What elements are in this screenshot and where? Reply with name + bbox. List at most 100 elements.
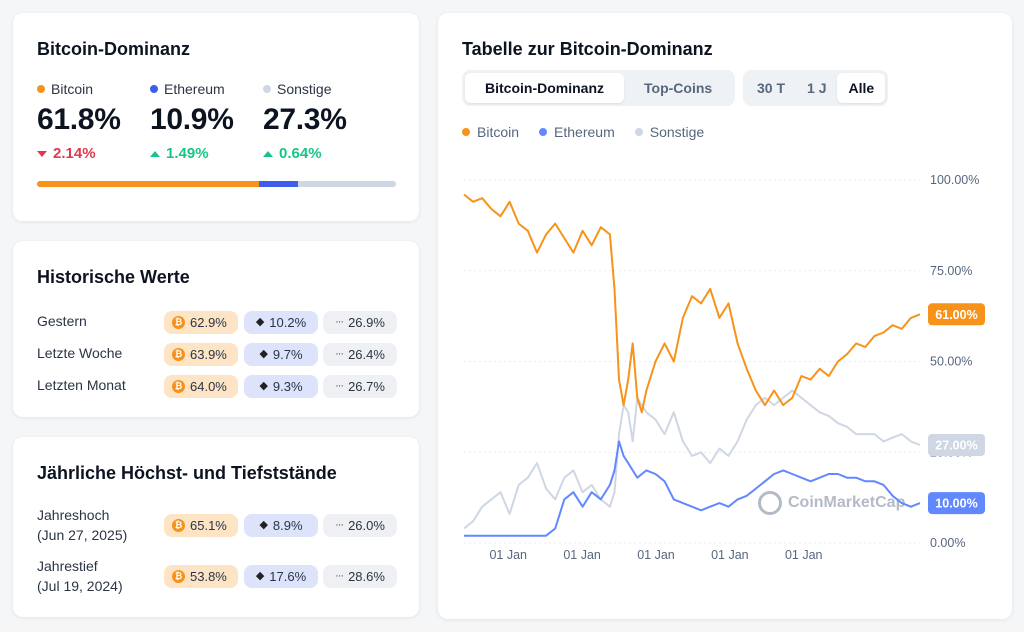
- bitcoin-icon: ₿: [172, 380, 185, 393]
- ethereum-dot-icon: [539, 128, 548, 136]
- y-tick-label: 75.00%: [930, 264, 972, 278]
- ethereum-value: 10.2%: [269, 315, 307, 330]
- bitcoin-value: 65.1%: [190, 518, 227, 533]
- range-30d-button[interactable]: 30 T: [746, 73, 796, 103]
- annual-row-label: Jahreshoch (Jun 27, 2025): [37, 505, 127, 545]
- end-value-label: 61.00%: [928, 303, 985, 326]
- end-value-label: 10.00%: [928, 492, 985, 515]
- dominance-ethereum-label: Ethereum: [164, 81, 225, 97]
- other-dot-icon: [634, 128, 643, 136]
- y-tick-label: 0.00%: [930, 536, 965, 550]
- bitcoin-pill: ₿ 62.9%: [164, 311, 238, 334]
- other-value: 26.9%: [348, 315, 385, 330]
- bitcoin-dot-icon: [37, 85, 45, 93]
- historic-row-label: Letzten Monat: [37, 377, 126, 393]
- bitcoin-icon: ₿: [172, 570, 185, 583]
- bitcoin-icon: ₿: [172, 316, 185, 329]
- legend-item-other[interactable]: Sonstige: [634, 124, 705, 140]
- legend-label: Sonstige: [649, 124, 705, 140]
- annual-card: Jährliche Höchst- und Tiefststände Jahre…: [13, 437, 419, 617]
- legend-label: Ethereum: [554, 124, 615, 140]
- ethereum-value: 8.9%: [272, 518, 303, 533]
- bitcoin-pill: ₿ 63.9%: [164, 343, 238, 366]
- other-value: 26.4%: [348, 347, 385, 362]
- bitcoin-icon: ₿: [172, 519, 185, 532]
- ethereum-pill: ◆ 17.6%: [244, 565, 318, 588]
- bitcoin-pill: ₿ 64.0%: [164, 375, 238, 398]
- ethereum-value: 9.7%: [272, 347, 303, 362]
- x-tick-label: 01 Jan: [563, 548, 601, 562]
- more-icon: ···: [335, 570, 344, 582]
- dominance-bitcoin-change: 2.14%: [53, 145, 96, 162]
- other-value: 26.7%: [348, 379, 385, 394]
- more-icon: ···: [335, 519, 344, 531]
- y-tick-label: 50.00%: [930, 355, 972, 369]
- dominance-ethereum: Ethereum 10.9% 1.49%: [150, 81, 234, 162]
- ethereum-icon: ◆: [259, 380, 268, 392]
- legend-item-ethereum[interactable]: Ethereum: [539, 124, 615, 140]
- ethereum-icon: ◆: [255, 570, 265, 582]
- other-dot-icon: [263, 85, 271, 93]
- annual-row-title: Jahrestief: [37, 558, 98, 574]
- x-tick-label: 01 Jan: [637, 548, 675, 562]
- caret-up-icon: [150, 150, 160, 157]
- series-line-bitcoin: [463, 193, 921, 414]
- historic-row-label: Letzte Woche: [37, 345, 123, 361]
- annual-row: Jahrestief (Jul 19, 2024) ₿ 53.8% ◆ 17.6% ·…: [37, 556, 397, 596]
- coinmarketcap-logo-icon: [758, 491, 782, 515]
- coinmarketcap-watermark: CoinMarketCap: [758, 491, 905, 515]
- more-icon: ···: [335, 316, 344, 328]
- end-value-badge: [928, 492, 985, 515]
- annual-row: Jahreshoch (Jun 27, 2025) ₿ 65.1% ◆ 8.9% ··…: [37, 505, 397, 545]
- annual-row-title: Jahreshoch: [37, 507, 110, 523]
- end-value-badge: [928, 303, 985, 326]
- ethereum-pill: ◆ 9.3%: [244, 375, 318, 398]
- series-line-ethereum: [464, 440, 921, 537]
- ethereum-dot-icon: [150, 85, 158, 93]
- series-line-sonstige: [463, 389, 921, 530]
- other-value: 26.0%: [348, 518, 385, 533]
- other-value: 28.6%: [348, 569, 385, 584]
- dominance-bitcoin-label: Bitcoin: [51, 81, 94, 97]
- other-pill: ··· 26.4%: [323, 343, 397, 366]
- x-tick-label: 01 Jan: [785, 548, 823, 562]
- end-value-text: 10.00%: [935, 497, 977, 511]
- annual-row-date: (Jul 19, 2024): [37, 578, 123, 594]
- caret-up-icon: [263, 150, 273, 157]
- chart-card: Tabelle zur Bitcoin-Dominanz Bitcoin-Dom…: [438, 13, 1012, 619]
- watermark-text: CoinMarketCap: [788, 494, 906, 511]
- dominance-ethereum-value: 10.9%: [150, 103, 234, 136]
- annual-row-date: (Jun 27, 2025): [37, 527, 128, 543]
- caret-down-icon: [37, 150, 47, 157]
- chart-legend: Bitcoin Ethereum Sonstige: [462, 124, 704, 140]
- dominance-bitcoin-value: 61.8%: [37, 103, 121, 136]
- dominance-other-change: 0.64%: [279, 145, 322, 162]
- end-value-text: 61.00%: [935, 308, 977, 322]
- y-tick-label: 100.00%: [930, 173, 979, 187]
- annual-row-label: Jahrestief (Jul 19, 2024): [37, 556, 123, 596]
- end-value-label: 27.00%: [928, 433, 985, 456]
- dominance-title: Bitcoin-Dominanz: [37, 39, 190, 59]
- tab-top-coins[interactable]: Top-Coins: [624, 73, 732, 103]
- range-all-button[interactable]: Alle: [837, 73, 886, 103]
- dominance-card: Bitcoin-Dominanz Bitcoin 61.8% 2.14% Eth…: [13, 13, 419, 221]
- tab-bitcoin-dominance[interactable]: Bitcoin-Dominanz: [465, 73, 624, 103]
- ethereum-value: 9.3%: [272, 379, 303, 394]
- range-1y-button[interactable]: 1 J: [796, 73, 837, 103]
- bitcoin-pill: ₿ 65.1%: [164, 514, 238, 537]
- end-value-badge: [928, 433, 985, 456]
- ethereum-icon: ◆: [259, 519, 268, 531]
- end-value-text: 27.00%: [935, 438, 977, 452]
- dominance-bar-other: [297, 181, 396, 187]
- historic-title: Historische Werte: [37, 267, 190, 287]
- other-pill: ··· 26.9%: [323, 311, 397, 334]
- dominance-other-value: 27.3%: [263, 103, 347, 136]
- bitcoin-icon: ₿: [172, 348, 185, 361]
- legend-item-bitcoin[interactable]: Bitcoin: [462, 124, 519, 140]
- x-tick-label: 01 Jan: [489, 548, 527, 562]
- chart-title: Tabelle zur Bitcoin-Dominanz: [462, 39, 713, 59]
- dominance-bar-ethereum: [258, 181, 298, 187]
- bitcoin-value: 62.9%: [190, 315, 227, 330]
- historic-row-label: Gestern: [37, 313, 87, 329]
